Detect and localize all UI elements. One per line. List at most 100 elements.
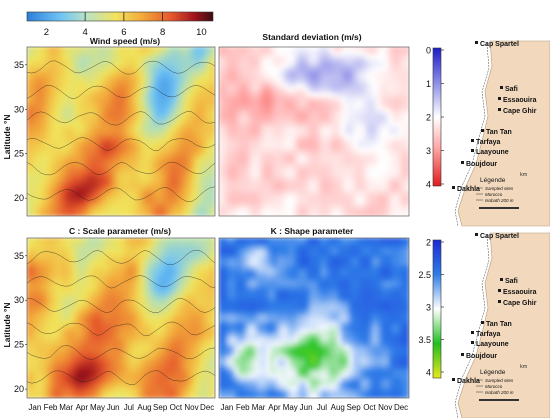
x-tick-label: Aug (331, 403, 345, 412)
contour-line (26, 186, 216, 202)
sampled-site-marker (498, 108, 501, 111)
sampled-site-marker (471, 139, 474, 142)
place-label: Laayoune (476, 341, 509, 348)
legend-item: Isobath 200 m (485, 390, 514, 395)
x-tick-label: Jan (220, 403, 233, 412)
scale-unit: km (520, 172, 528, 178)
k-colorbar-strip (432, 239, 442, 379)
sampled-site-marker (461, 161, 464, 164)
wind-cb-tick-label: 10 (196, 27, 207, 38)
x-tick-label: Jul (124, 403, 134, 412)
wind-cb-tick-label: 4 (82, 27, 87, 38)
y-tick-label: 35 (14, 251, 24, 261)
x-tick-label: Jun (300, 403, 313, 412)
wind-colorbar-ticks: 2 4 6 8 10 (44, 12, 207, 38)
place-label: Tarfaya (476, 331, 500, 338)
wind-speed-heatmap (26, 46, 216, 217)
std-dev-colorbar: 0 1 2 3 4 (426, 46, 444, 190)
x-tick-label: May (90, 403, 105, 412)
wind-speed-colorbar: 2 4 6 8 10 (26, 11, 214, 38)
place-label: Cape Ghir (503, 300, 537, 307)
y-tick-label: 35 (14, 60, 24, 70)
x-tick-label: May (283, 403, 298, 412)
land-area (457, 40, 550, 227)
x-tick-label: Oct (363, 403, 376, 412)
sampled-site-marker (452, 378, 455, 381)
k-colorbar-ticks: 2 2.5 3 3.5 4 (418, 238, 444, 378)
panel-a-ylabel: Latitude °N (2, 115, 12, 160)
cb-tick-label: 2 (426, 113, 431, 123)
place-label: Tan Tan (486, 321, 512, 328)
isobath-line (454, 235, 490, 418)
place-label: Safi (505, 278, 518, 285)
x-tick-label: Sep (346, 403, 361, 412)
sampled-site-marker (500, 86, 503, 89)
x-tick-label: Feb (44, 403, 58, 412)
cb-tick-label: 4 (426, 368, 431, 378)
x-tick-label: Sep (153, 403, 168, 412)
contour-line (26, 298, 216, 314)
contour-line (26, 161, 216, 176)
place-label: Dakhla (457, 378, 480, 385)
contour-line (26, 321, 216, 337)
scale-bar (479, 207, 519, 209)
cb-tick-label: 1 (426, 79, 431, 89)
place-label: Boujdour (466, 353, 497, 360)
x-tick-label: Oct (170, 403, 183, 412)
legend-title: Légende (480, 369, 506, 376)
panel-a-title: Wind speed (m/s) (90, 36, 160, 46)
contour-line (26, 60, 216, 75)
x-tick-label: Apr (76, 403, 89, 412)
sampled-site-marker (461, 353, 464, 356)
sampled-site-marker (452, 186, 455, 189)
y-tick-label: 30 (14, 104, 24, 114)
x-tick-label: Nov (378, 403, 392, 412)
place-label: Cape Ghir (503, 108, 537, 115)
y-tick-label: 25 (14, 149, 24, 159)
contour-line (26, 85, 216, 100)
x-tick-label: Jan (28, 403, 41, 412)
shape-colorbar: 2 2.5 3 3.5 4 (418, 238, 444, 379)
place-label: Tarfaya (476, 139, 500, 146)
sampled-site-marker (471, 149, 474, 152)
panel-c-ylabel: Latitude °N (2, 303, 12, 348)
place-label: Safi (505, 86, 518, 93)
shape-parameter-heatmap (218, 237, 410, 399)
place-label: Boujdour (466, 161, 497, 168)
panel-c-title: C : Scale parameter (m/s) (69, 226, 171, 236)
cb-tick-label: 3 (426, 303, 431, 313)
x-tick-label: Feb (236, 403, 250, 412)
scale-parameter-heatmap (26, 237, 216, 399)
contour-line (26, 370, 216, 386)
land-area (457, 232, 550, 418)
sampled-site-marker (481, 129, 484, 132)
x-tick-label: Jul (317, 403, 327, 412)
panel-d-title: K : Shape parameter (271, 226, 354, 236)
place-label: Essaouira (503, 289, 537, 296)
sampled-site-marker (498, 300, 501, 303)
place-label: Cap Spartel (480, 233, 519, 240)
x-tick-label: Aug (137, 403, 151, 412)
scale-unit: km (520, 364, 528, 370)
sampled-site-marker (498, 97, 501, 100)
place-label: Dakhla (457, 186, 480, 193)
wind-cb-tick-label: 2 (44, 27, 49, 38)
x-tick-label: Nov (184, 403, 198, 412)
x-tick-label: Apr (268, 403, 281, 412)
sampled-site-marker (471, 331, 474, 334)
scale-bar (479, 399, 519, 401)
place-label: Laayoune (476, 149, 509, 156)
place-label: Cap Spartel (480, 41, 519, 48)
cb-tick-label: 3 (426, 146, 431, 156)
contour-line (26, 249, 216, 265)
sampled-site-marker (500, 278, 503, 281)
sampled-site-marker (475, 233, 478, 236)
sampled-site-marker (471, 341, 474, 344)
x-tick-label: Dec (200, 403, 214, 412)
x-tick-label: Mar (252, 403, 266, 412)
legend-item: Isobath 200 m (485, 198, 514, 203)
